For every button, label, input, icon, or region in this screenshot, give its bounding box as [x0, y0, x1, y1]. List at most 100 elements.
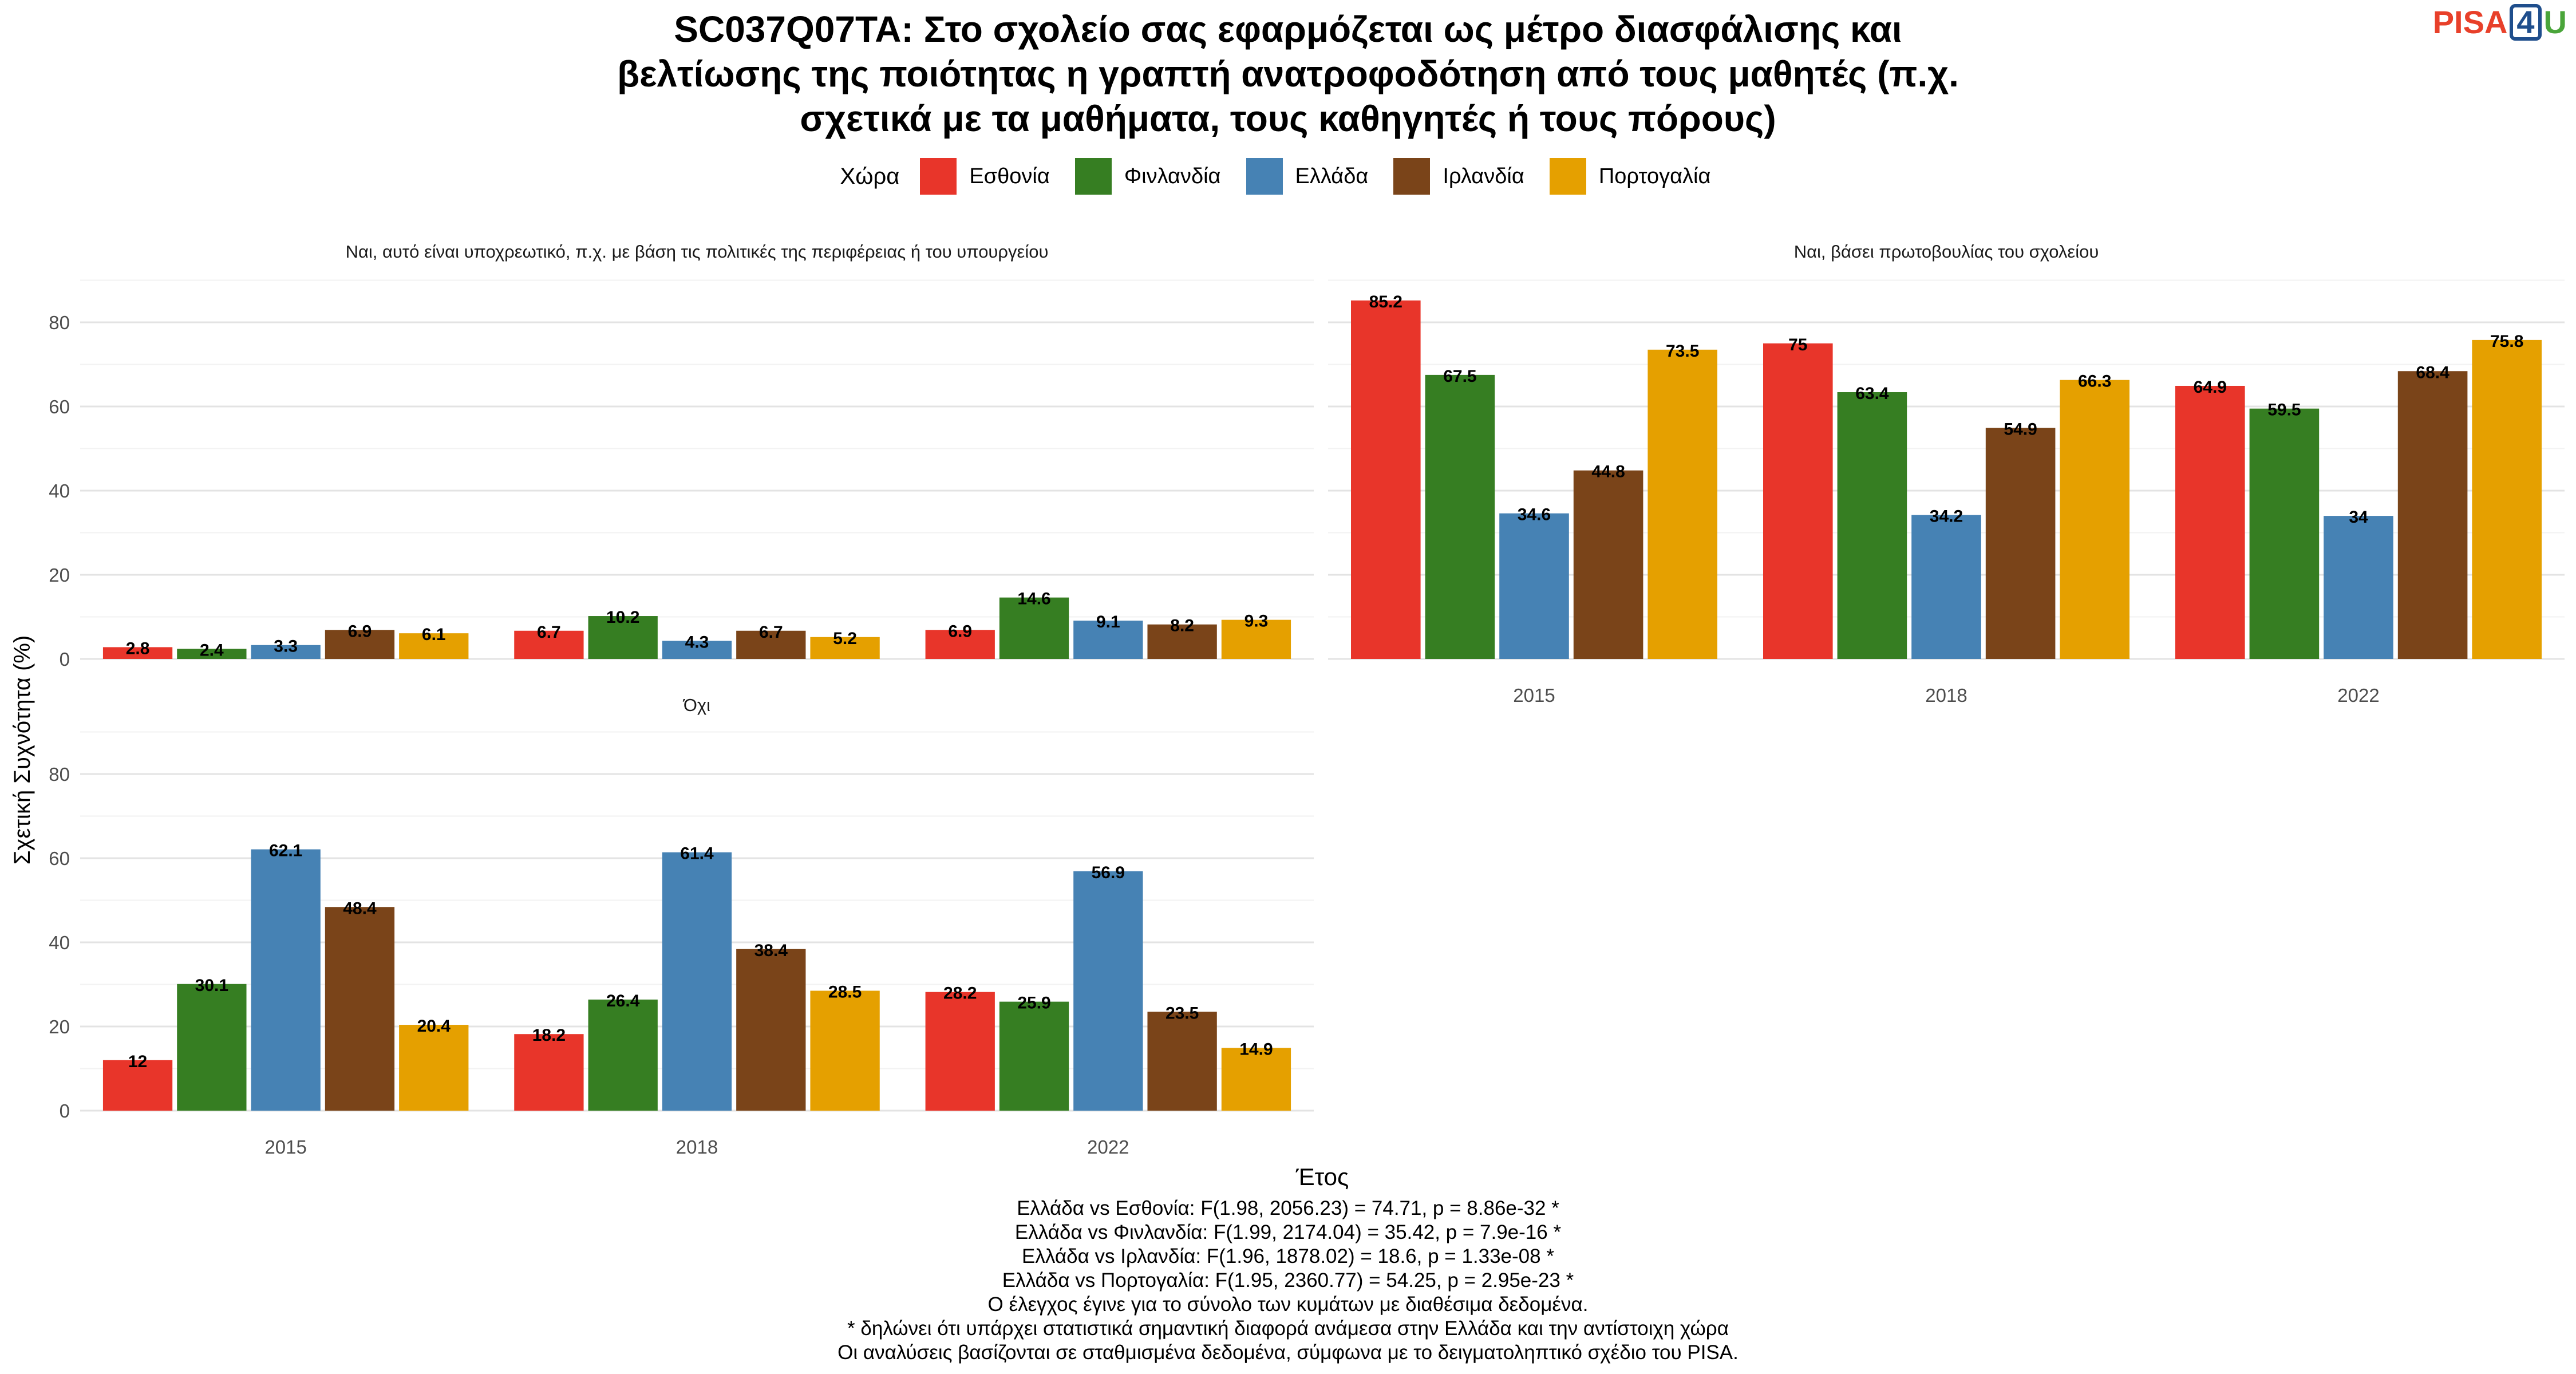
footnotes: Ελλάδα vs Εσθονία: F(1.98, 2056.23) = 74… [0, 1197, 2576, 1365]
footnote-line: Ελλάδα vs Φινλανδία: F(1.99, 2174.04) = … [1014, 1221, 1562, 1243]
bar [1763, 343, 1833, 659]
bar-value-label: 66.3 [2078, 372, 2111, 391]
bar-value-label: 25.9 [1017, 994, 1050, 1013]
bar [999, 1001, 1069, 1111]
bar [810, 637, 880, 659]
bar-value-label: 44.8 [1591, 463, 1625, 481]
legend-label: Εσθονία [969, 164, 1050, 188]
bar [2249, 408, 2320, 659]
bar-value-label: 34.6 [1518, 506, 1551, 524]
legend-item: Ιρλανδία [1393, 158, 1524, 195]
footnote-line: Ελλάδα vs Πορτογαλία: F(1.95, 2360.77) =… [1002, 1269, 1574, 1292]
bar-value-label: 6.9 [348, 622, 372, 641]
bar [925, 630, 995, 659]
y-tick-label: 60 [49, 396, 70, 417]
footnote-line: Ελλάδα vs Εσθονία: F(1.98, 2056.23) = 74… [1017, 1197, 1559, 1219]
logo-pisa-text: PISA [2432, 4, 2508, 40]
legend-label: Φινλανδία [1124, 164, 1221, 188]
y-tick-label: 20 [49, 1016, 70, 1037]
bar-value-label: 61.4 [680, 844, 714, 863]
legend-label: Πορτογαλία [1598, 164, 1711, 188]
x-tick-label: 2022 [1087, 1136, 1129, 1158]
legend-swatch [1393, 158, 1431, 195]
footnote-line: Ο έλεγχος έγινε για το σύνολο των κυμάτω… [987, 1293, 1589, 1316]
bar [1221, 1048, 1291, 1111]
bar-value-label: 34.2 [1930, 507, 1963, 526]
bar-value-label: 28.2 [943, 984, 977, 1003]
bar [102, 1060, 173, 1111]
bar [925, 992, 995, 1111]
y-tick-label: 0 [60, 1100, 70, 1122]
x-tick-label: 2018 [676, 1136, 718, 1158]
bar-value-label: 62.1 [269, 842, 302, 860]
legend-swatch [1549, 158, 1586, 195]
bar [1147, 624, 1217, 659]
bar-value-label: 9.1 [1096, 613, 1120, 631]
legend-items: Εσθονία Φινλανδία Ελλάδα Ιρλανδία Πορτογαλία [920, 158, 1736, 195]
bar-value-label: 6.1 [422, 625, 446, 644]
bar-value-label: 2.8 [126, 639, 150, 658]
legend: Χώρα Εσθονία Φινλανδία Ελλάδα Ιρλανδία Πορτο… [0, 158, 2576, 195]
bar [1985, 428, 2056, 659]
bar-value-label: 20.4 [417, 1017, 451, 1036]
x-tick-label: 2018 [1925, 685, 1967, 706]
y-tick-label: 40 [49, 480, 70, 502]
bar-value-label: 38.4 [754, 941, 788, 960]
x-tick-label: 2015 [1513, 685, 1555, 706]
legend-item: Εσθονία [920, 158, 1050, 195]
bar-value-label: 54.9 [2004, 420, 2037, 439]
y-tick-label: 40 [49, 932, 70, 953]
y-axis-title: Σχετική Συχνότητα (%) [10, 635, 35, 865]
bar-value-label: 9.3 [1244, 612, 1269, 631]
bar-value-label: 23.5 [1165, 1004, 1199, 1022]
legend-item: Πορτογαλία [1549, 158, 1711, 195]
bar [514, 1034, 584, 1111]
y-tick-label: 20 [49, 564, 70, 586]
bar [662, 852, 732, 1111]
chart-title: SC037Q07TA: Στο σχολείο σας εφαρμόζεται … [258, 7, 2318, 141]
bar [2175, 385, 2245, 659]
bar [399, 633, 469, 659]
bar [1351, 300, 1421, 659]
bar-value-label: 64.9 [2194, 378, 2227, 397]
footnote-line: * δηλώνει ότι υπάρχει στατιστικά σημαντι… [847, 1317, 1729, 1340]
bar [2060, 380, 2129, 659]
panel-title: Ναι, αυτό είναι υποχρεωτικό, π.χ. με βάσ… [346, 242, 1049, 262]
legend-label: Ιρλανδία [1443, 164, 1524, 188]
bar [736, 630, 806, 659]
bar-value-label: 3.3 [274, 637, 298, 656]
bar [999, 597, 1069, 659]
bar [1573, 470, 1643, 659]
bar-value-label: 10.2 [606, 608, 639, 627]
bar-value-label: 14.9 [1239, 1040, 1273, 1059]
bar-value-label: 6.7 [537, 623, 561, 642]
logo-u-text: U [2543, 4, 2567, 40]
bar [588, 999, 658, 1111]
legend-label: Ελλάδα [1295, 164, 1369, 188]
bar-value-label: 28.5 [828, 983, 862, 1002]
bar-value-label: 4.3 [685, 633, 709, 652]
x-axis-title: Έτος [1295, 1163, 1349, 1190]
bar-value-label: 18.2 [532, 1026, 566, 1045]
bar [1221, 619, 1291, 659]
bar [177, 649, 247, 659]
bar [325, 630, 395, 659]
y-tick-label: 80 [49, 764, 70, 785]
bar [399, 1025, 469, 1111]
chart-title-line: σχετικά με τα μαθήματα, τους καθηγητές ή… [800, 98, 1776, 139]
legend-title: Χώρα [840, 163, 900, 189]
pisa4u-logo: PISA 4 U [2433, 3, 2567, 41]
bar-value-label: 8.2 [1170, 617, 1194, 635]
bar [251, 645, 321, 659]
y-tick-label: 60 [49, 848, 70, 869]
bar [1073, 621, 1143, 659]
bar-value-label: 68.4 [2416, 363, 2449, 382]
bar [514, 630, 584, 659]
bar [2472, 339, 2542, 659]
bar-value-label: 56.9 [1092, 863, 1125, 882]
bar [662, 641, 732, 659]
bar-value-label: 75 [1788, 335, 1807, 354]
bar [2397, 371, 2468, 659]
x-tick-label: 2022 [2337, 685, 2379, 706]
